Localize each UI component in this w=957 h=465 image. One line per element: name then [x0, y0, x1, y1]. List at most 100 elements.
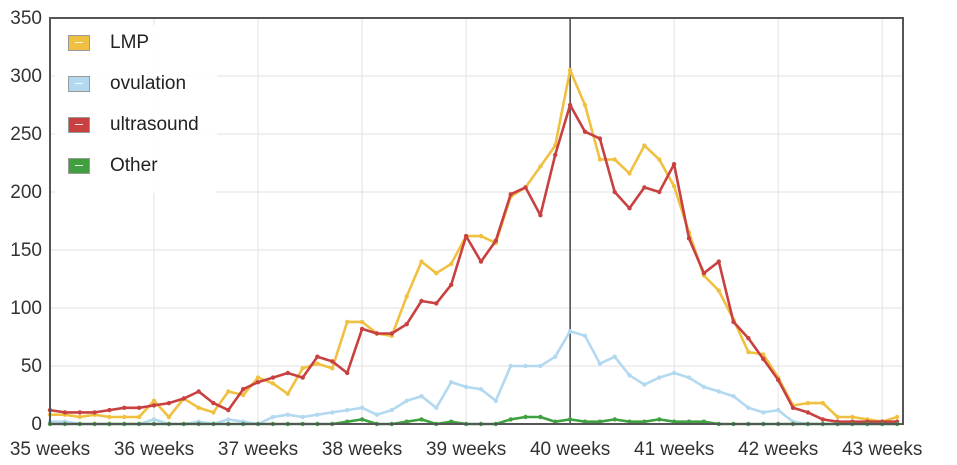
data-point-ovulation [523, 363, 528, 369]
y-tick-label: 50 [21, 356, 42, 377]
data-point-ovulation [642, 382, 647, 387]
data-point-ultrasound [434, 301, 439, 306]
y-tick-label: 200 [10, 182, 42, 203]
data-point-ultrasound [449, 282, 454, 287]
data-point-other [523, 414, 528, 420]
data-point-other [538, 414, 543, 420]
x-tick-label: 36 weeks [114, 439, 194, 460]
series-line-lmp [48, 68, 899, 424]
x-tick-label: 37 weeks [218, 439, 298, 460]
data-point-ultrasound [508, 192, 513, 197]
data-point-lmp [835, 414, 840, 420]
data-point-ultrasound [77, 410, 83, 415]
data-point-ultrasound [493, 238, 498, 243]
data-point-lmp [151, 398, 157, 403]
data-point-lmp [612, 157, 617, 162]
data-point-ovulation [493, 398, 498, 403]
legend-label-other: Other [110, 155, 158, 176]
data-point-lmp [345, 319, 350, 325]
x-tick-label: 43 weeks [842, 439, 922, 460]
data-point-ovulation [374, 412, 380, 417]
data-point-ovulation [716, 389, 721, 394]
data-point-ultrasound [92, 410, 97, 415]
data-point-ovulation [508, 363, 513, 369]
data-point-ultrasound [359, 326, 365, 332]
data-point-other [582, 419, 588, 424]
data-point-ovulation [389, 407, 394, 413]
data-point-ovulation [419, 394, 424, 399]
data-point-lmp [716, 288, 721, 293]
legend-label-ovulation: ovulation [110, 73, 187, 94]
data-point-lmp [226, 389, 231, 394]
data-point-lmp [746, 349, 751, 355]
y-tick-label: 0 [31, 414, 42, 435]
data-point-ovulation [463, 384, 469, 390]
y-tick-label: 150 [10, 240, 42, 261]
data-point-ultrasound [790, 405, 796, 410]
data-point-ovulation [538, 363, 543, 369]
legend-swatch-ultrasound [68, 117, 90, 133]
data-point-other [657, 417, 662, 422]
data-point-ultrasound [419, 298, 424, 304]
legend: LMP ovulation ultrasound Other [55, 25, 217, 193]
legend-item-other[interactable]: Other [68, 151, 158, 181]
data-point-ovulation [657, 375, 662, 380]
data-point-lmp [671, 184, 677, 189]
data-point-ultrasound [582, 129, 588, 134]
data-point-ovulation [478, 387, 484, 392]
data-point-other [553, 419, 558, 424]
data-point-lmp [241, 392, 246, 398]
data-point-ultrasound [345, 370, 350, 376]
data-point-ultrasound [241, 387, 246, 392]
data-point-ultrasound [255, 380, 261, 385]
legend-item-ultrasound[interactable]: ultrasound [68, 110, 199, 140]
data-point-ultrasound [226, 407, 231, 413]
data-point-ultrasound [612, 189, 617, 195]
series-line-ultrasound [48, 103, 899, 424]
data-point-ultrasound [671, 162, 677, 167]
data-point-ultrasound [300, 375, 305, 380]
data-point-ultrasound [196, 389, 201, 394]
data-point-lmp [894, 414, 900, 420]
data-point-ovulation [567, 329, 573, 334]
data-point-ovulation [612, 354, 617, 359]
data-point-lmp [404, 294, 409, 299]
x-tick-label: 38 weeks [322, 439, 402, 460]
data-point-other [642, 419, 647, 424]
data-point-lmp [567, 68, 573, 73]
data-point-lmp [107, 414, 112, 420]
data-point-lmp [805, 400, 811, 406]
data-point-lmp [285, 391, 290, 396]
data-point-ovulation [671, 370, 677, 376]
data-point-ovulation [345, 407, 350, 413]
data-point-lmp [850, 414, 855, 420]
data-point-other [671, 419, 677, 424]
legend-label-ultrasound: ultrasound [110, 114, 199, 135]
data-point-ultrasound [553, 152, 558, 158]
legend-swatch-other [68, 158, 90, 174]
data-point-ultrasound [330, 359, 335, 364]
data-point-ovulation [701, 384, 707, 390]
data-point-ovulation [226, 417, 231, 422]
data-point-lmp [359, 319, 365, 325]
data-point-ultrasound [567, 102, 573, 108]
x-tick-label: 40 weeks [530, 439, 610, 460]
data-point-ovulation [315, 412, 320, 417]
legend-item-ovulation[interactable]: ovulation [68, 69, 186, 99]
data-point-ultrasound [820, 417, 825, 422]
data-point-ovulation [270, 414, 276, 420]
legend-item-lmp[interactable]: LMP [68, 28, 149, 58]
data-point-lmp [122, 414, 127, 420]
data-point-lmp [196, 405, 201, 410]
data-point-ultrasound [463, 233, 469, 239]
legend-swatch-ovulation [68, 76, 90, 92]
data-point-other [449, 419, 454, 424]
legend-label-lmp: LMP [110, 32, 150, 53]
data-point-ultrasound [136, 405, 142, 410]
data-point-other [701, 419, 707, 424]
data-point-ultrasound [523, 185, 528, 190]
x-tick-label: 42 weeks [738, 439, 818, 460]
data-point-ultrasound [731, 319, 736, 325]
data-point-lmp [315, 361, 320, 366]
data-point-ultrasound [701, 271, 707, 276]
